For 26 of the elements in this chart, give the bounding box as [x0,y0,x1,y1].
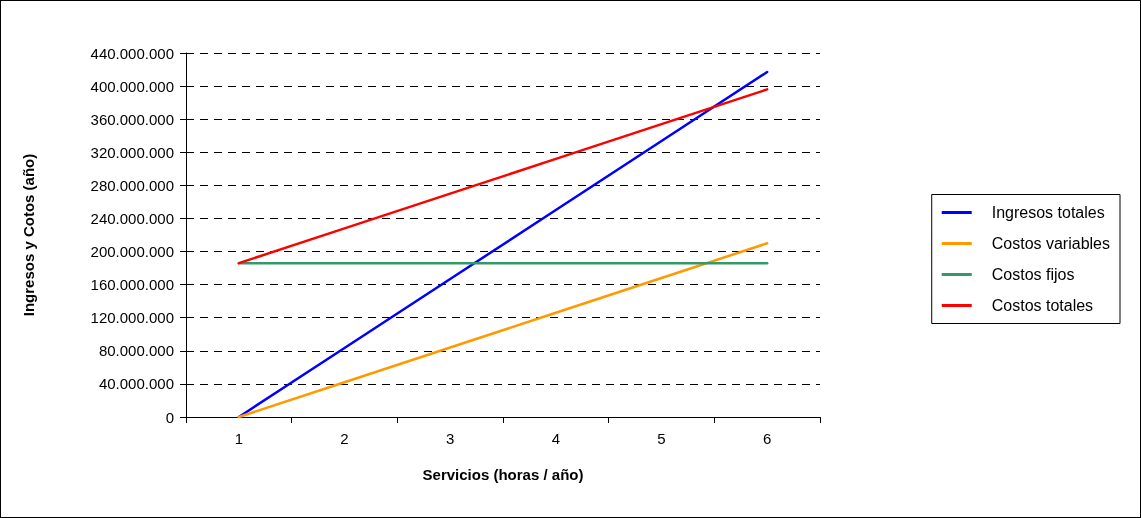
y-tick-label: 240.000.000 [90,209,174,227]
x-axis-title: Servicios (horas / año) [422,466,584,483]
y-tick-label: 40.000.000 [98,375,174,393]
y-tick-label: 440.000.000 [90,44,174,62]
y-tick-label: 360.000.000 [90,110,174,128]
legend-label: Costos totales [991,297,1094,314]
x-tick-label: 2 [340,430,349,447]
y-tick-label: 0 [165,408,174,426]
legend-label: Ingresos totales [991,204,1105,221]
line-series [237,88,769,265]
y-tick-label: 120.000.000 [90,309,174,327]
y-tick-label: 160.000.000 [90,276,174,294]
line-series [237,242,769,419]
x-tick-label: 3 [445,430,455,447]
y-tick-label: 280.000.000 [90,176,174,194]
legend-label: Costos fijos [991,266,1075,283]
y-tick-label: 320.000.000 [90,143,174,161]
x-tick-label: 5 [657,430,666,447]
y-tick-label: 80.000.000 [98,342,174,360]
legend-label: Costos variables [991,235,1111,252]
x-tick-label: 4 [551,430,561,447]
y-tick-label: 400.000.000 [90,77,174,95]
x-tick-label: 1 [234,430,244,447]
y-axis-title: Ingresos y Cotos (año) [20,153,37,317]
y-tick-label: 200.000.000 [90,243,174,261]
x-tick-label: 6 [762,430,772,447]
